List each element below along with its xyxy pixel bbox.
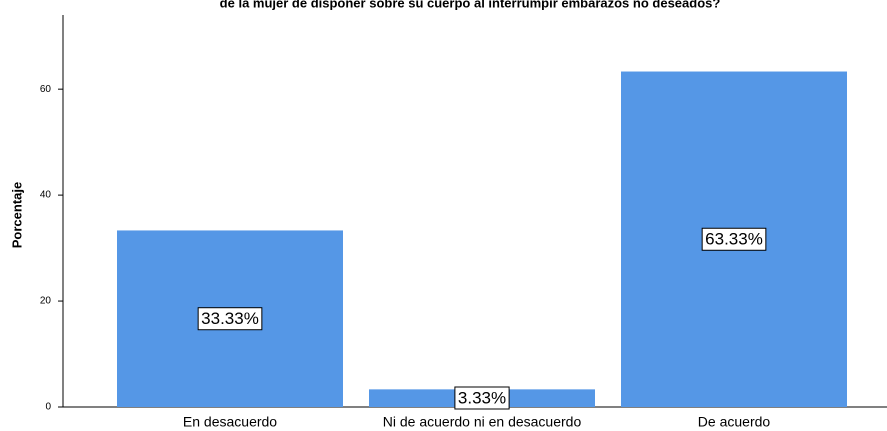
y-tick-label: 60 [40, 84, 52, 95]
value-label-box [454, 386, 510, 410]
y-tick-label: 40 [40, 190, 52, 201]
chart-title: de la mujer de disponer sobre su cuerpo … [220, 0, 721, 10]
x-tick-label: Ni de acuerdo ni en desacuerdo [383, 414, 582, 430]
value-label: 3.33% [458, 388, 506, 407]
x-tick-label: De acuerdo [698, 414, 771, 430]
x-tick-label: En desacuerdo [183, 414, 277, 430]
value-label: 33.33% [201, 309, 259, 328]
y-axis-label: Porcentaje [9, 182, 24, 248]
value-label-box [197, 307, 263, 331]
value-label-box [701, 227, 767, 251]
y-tick-label: 0 [45, 402, 51, 413]
y-tick-label: 20 [40, 296, 52, 307]
value-label: 63.33% [705, 230, 763, 249]
